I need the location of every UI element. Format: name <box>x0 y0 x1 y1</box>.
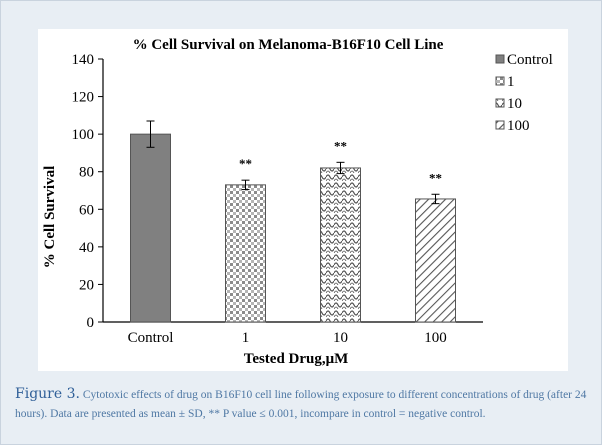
legend-swatch-1 <box>495 76 505 86</box>
x-tick-label: 10 <box>333 330 348 346</box>
chart-title: % Cell Survival on Melanoma-B16F10 Cell … <box>133 37 444 53</box>
y-tick-label: 20 <box>79 277 94 293</box>
figure-caption: Figure 3. Cytotoxic effects of drug on B… <box>15 385 587 424</box>
y-tick-label: 40 <box>79 240 94 256</box>
bar-1 <box>225 184 266 323</box>
x-tick-label: 1 <box>242 330 250 346</box>
legend-label-10: 10 <box>507 96 522 112</box>
x-tick-label: Control <box>128 330 174 346</box>
x-axis-label: Tested Drug,μM <box>244 351 349 367</box>
bar-10 <box>320 167 361 323</box>
bar-100 <box>415 198 456 323</box>
y-tick-label: 0 <box>87 315 95 331</box>
caption-label: Figure 3. <box>15 386 80 402</box>
x-tick-label: 100 <box>424 330 447 346</box>
y-tick-label: 60 <box>79 202 94 218</box>
legend-swatch-100 <box>495 120 505 130</box>
legend-swatch-control <box>495 54 505 64</box>
chart-panel: % Cell Survival on Melanoma-B16F10 Cell … <box>38 29 568 371</box>
significance-marker: ** <box>239 156 252 171</box>
y-axis-label: % Cell Survival <box>42 166 58 269</box>
caption-text: Cytotoxic effects of drug on B16F10 cell… <box>15 389 587 420</box>
legend-label-100: 100 <box>507 118 530 134</box>
legend-label-control: Control <box>507 52 553 68</box>
significance-marker: ** <box>429 170 442 185</box>
legend-swatch-10 <box>495 98 505 108</box>
legend-label-1: 1 <box>507 74 515 90</box>
bar-control <box>130 133 171 323</box>
significance-marker: ** <box>334 138 347 153</box>
y-tick-label: 80 <box>79 165 94 181</box>
y-tick-label: 120 <box>72 90 95 106</box>
y-tick-label: 100 <box>72 127 95 143</box>
bar-chart: % Cell Survival on Melanoma-B16F10 Cell … <box>42 37 553 367</box>
y-tick-label: 140 <box>72 52 95 68</box>
